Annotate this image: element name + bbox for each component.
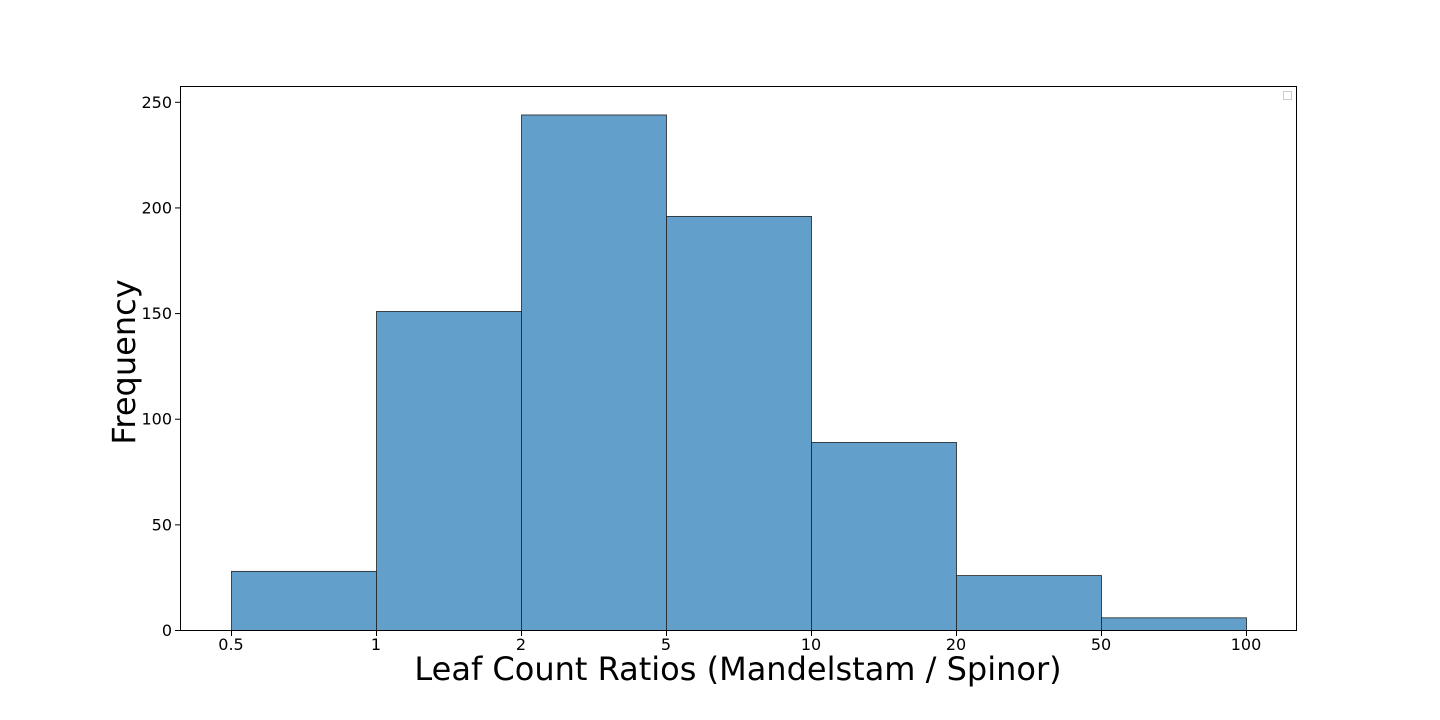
- y-tick-label: 100: [141, 410, 172, 429]
- histogram-bar: [376, 311, 522, 631]
- x-axis-label: Leaf Count Ratios (Mandelstam / Spinor): [414, 650, 1061, 688]
- y-ticks: 0 50 100 150 200 250: [141, 93, 181, 640]
- x-tick-label: 20: [946, 635, 966, 654]
- histogram-bar: [521, 114, 667, 631]
- y-tick-label: 50: [152, 515, 172, 534]
- histogram-bar: [666, 215, 812, 631]
- plot-frame: [180, 86, 1297, 631]
- y-tick-label: 150: [141, 304, 172, 323]
- x-tick-label: 50: [1091, 635, 1111, 654]
- y-tick-label: 200: [141, 198, 172, 217]
- histogram-bar: [811, 442, 957, 631]
- x-tick-label: 100: [1231, 635, 1262, 654]
- x-tick-label: 10: [801, 635, 821, 654]
- legend-box: [1283, 91, 1292, 100]
- y-tick-label: 250: [141, 93, 172, 112]
- x-tick-label: 5: [661, 635, 671, 654]
- x-tick-label: 0.5: [218, 635, 243, 654]
- bars-layer: [231, 114, 1247, 631]
- x-tick-label: 2: [516, 635, 526, 654]
- histogram-bar: [1101, 617, 1247, 631]
- histogram-bar: [231, 570, 377, 631]
- y-axis-label: Frequency: [105, 279, 143, 444]
- x-tick-label: 1: [371, 635, 381, 654]
- y-tick-label: 0: [162, 621, 172, 640]
- x-ticks: 0.5 1 2 5 10 20 50 100: [218, 630, 1261, 654]
- histogram-bar: [956, 575, 1102, 631]
